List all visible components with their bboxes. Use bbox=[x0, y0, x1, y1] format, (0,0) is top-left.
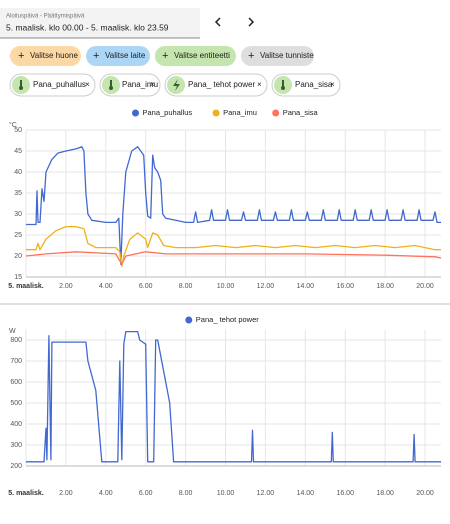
button[interactable] bbox=[241, 46, 314, 66]
x-tick-label: 2.00 bbox=[59, 283, 73, 290]
chip-label: Pana_sisa bbox=[295, 80, 333, 89]
y-tick-label: 30 bbox=[14, 211, 22, 218]
x-tick-label: 6.00 bbox=[139, 283, 153, 290]
y-tick-label: 45 bbox=[14, 148, 22, 155]
legend-label: Pana_puhallus bbox=[143, 108, 193, 117]
series-line bbox=[26, 146, 441, 266]
y-tick-label: 500 bbox=[10, 400, 22, 407]
legend-marker bbox=[212, 109, 220, 117]
next-arrow[interactable] bbox=[248, 17, 255, 27]
x-tick-label: 16.00 bbox=[336, 490, 354, 497]
y-tick-label: 20 bbox=[14, 253, 22, 260]
legend-marker bbox=[132, 109, 139, 117]
x-tick-label: 12.00 bbox=[257, 283, 275, 290]
chip[interactable]: Pana_puhallus × bbox=[9, 73, 96, 97]
x-tick-label: 10.00 bbox=[217, 490, 235, 497]
x-tick-label: 4.00 bbox=[99, 283, 113, 290]
date-range: 5. maalisk. klo 00.00 - 5. maalisk. klo … bbox=[6, 22, 169, 32]
x-tick-label: 10.00 bbox=[217, 283, 235, 290]
legend-marker bbox=[272, 109, 280, 117]
x-tick-label: 18.00 bbox=[376, 490, 394, 497]
button-icon: + bbox=[162, 50, 168, 62]
y-tick-label: 50 bbox=[14, 127, 22, 134]
chip-remove[interactable]: × bbox=[257, 80, 262, 89]
chip-label: Pana_ tehot power bbox=[188, 80, 255, 89]
chip[interactable]: Pana_imu × bbox=[99, 73, 161, 97]
y-axis-unit: W bbox=[9, 328, 16, 335]
x-tick-label: 5. maalisk. bbox=[8, 490, 43, 497]
series-line bbox=[26, 225, 441, 268]
legend-label: Pana_sisa bbox=[283, 108, 319, 117]
y-tick-label: 300 bbox=[10, 442, 22, 449]
date-field[interactable] bbox=[0, 8, 200, 38]
chip-remove[interactable]: × bbox=[330, 80, 335, 89]
x-tick-label: 4.00 bbox=[99, 490, 113, 497]
chip[interactable]: Pana_sisa × bbox=[271, 73, 341, 97]
y-tick-label: 25 bbox=[14, 232, 22, 239]
x-tick-label: 16.00 bbox=[336, 283, 354, 290]
button-label: Valitse entiteetti bbox=[174, 51, 230, 60]
chip[interactable]: Pana_ tehot power × bbox=[164, 73, 268, 97]
button[interactable] bbox=[155, 46, 236, 66]
chip-remove[interactable]: × bbox=[85, 80, 90, 89]
y-tick-label: 800 bbox=[10, 337, 22, 344]
x-tick-label: 8.00 bbox=[179, 490, 193, 497]
button-icon: + bbox=[248, 50, 254, 62]
button-icon: + bbox=[18, 50, 24, 62]
chip-label: Pana_imu bbox=[122, 80, 158, 89]
x-tick-label: 5. maalisk. bbox=[8, 283, 43, 290]
chip-label: Pana_puhallus bbox=[33, 80, 86, 89]
button-icon: + bbox=[93, 50, 99, 62]
button-label: Valitse laite bbox=[105, 51, 146, 60]
date-label: Aloituspäivä - Päättymispäivä bbox=[6, 14, 85, 20]
y-tick-label: 200 bbox=[10, 463, 22, 470]
y-tick-label: 35 bbox=[14, 190, 22, 197]
x-tick-label: 6.00 bbox=[139, 490, 153, 497]
x-tick-label: 12.00 bbox=[257, 490, 275, 497]
x-tick-label: 14.00 bbox=[297, 283, 315, 290]
button-label: Valitse tunniste bbox=[260, 51, 314, 60]
button-label: Valitse huone bbox=[30, 51, 78, 60]
legend-label: Pana_imu bbox=[223, 108, 257, 117]
legend-marker bbox=[185, 316, 193, 324]
x-tick-label: 14.00 bbox=[297, 490, 315, 497]
y-tick-label: 600 bbox=[10, 379, 22, 386]
y-tick-label: 40 bbox=[14, 169, 22, 176]
series-line bbox=[25, 251, 442, 266]
x-tick-label: 20.00 bbox=[416, 490, 434, 497]
y-tick-label: 700 bbox=[10, 358, 22, 365]
y-tick-label: 400 bbox=[10, 421, 22, 428]
button[interactable] bbox=[86, 46, 150, 66]
x-tick-label: 18.00 bbox=[376, 283, 394, 290]
x-tick-label: 2.00 bbox=[59, 490, 73, 497]
x-tick-label: 8.00 bbox=[179, 283, 193, 290]
prev-arrow[interactable] bbox=[214, 17, 221, 27]
y-axis-unit: °C bbox=[9, 121, 17, 129]
x-tick-label: 20.00 bbox=[416, 283, 434, 290]
series-line bbox=[26, 330, 441, 463]
chip-remove[interactable]: × bbox=[150, 80, 155, 89]
legend-label: Pana_ tehot power bbox=[196, 315, 259, 324]
button[interactable] bbox=[10, 46, 81, 66]
y-tick-label: 15 bbox=[14, 274, 22, 281]
